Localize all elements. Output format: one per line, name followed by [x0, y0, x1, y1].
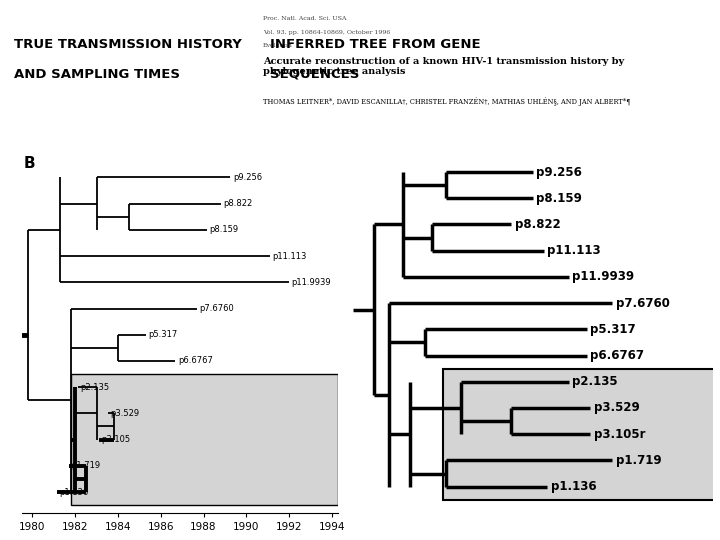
Text: INFERRED TREE FROM GENE: INFERRED TREE FROM GENE: [270, 38, 481, 51]
Text: p6.6767: p6.6767: [590, 349, 644, 362]
Text: p8.159: p8.159: [210, 225, 238, 234]
Text: p5.317: p5.317: [149, 330, 178, 339]
Text: p9.256: p9.256: [536, 166, 582, 179]
Text: p8.822: p8.822: [515, 218, 561, 231]
Text: Vol. 93, pp. 10864-10869, October 1996: Vol. 93, pp. 10864-10869, October 1996: [263, 30, 390, 35]
Text: p1.136: p1.136: [59, 488, 89, 496]
Bar: [71, 374, 338, 505]
Text: p3.105r: p3.105r: [594, 428, 646, 441]
Text: p1.136: p1.136: [551, 480, 596, 493]
Text: B: B: [24, 157, 35, 171]
Text: TRUE TRANSMISSION HISTORY: TRUE TRANSMISSION HISTORY: [14, 38, 242, 51]
Text: p3.529: p3.529: [110, 409, 140, 418]
Bar: [443, 369, 716, 500]
Text: Evolution: Evolution: [263, 43, 292, 48]
Text: p8.822: p8.822: [224, 199, 253, 208]
Text: p1.719: p1.719: [72, 461, 101, 470]
Text: p2.135: p2.135: [572, 375, 618, 388]
Text: p11.113: p11.113: [547, 244, 600, 257]
Text: Accurate reconstruction of a known HIV-1 transmission history by
phylogenetic tr: Accurate reconstruction of a known HIV-1…: [263, 57, 624, 76]
Text: p11.9939: p11.9939: [292, 278, 331, 287]
Text: p11.113: p11.113: [273, 252, 307, 261]
Text: p3.529: p3.529: [594, 401, 640, 415]
Text: p2.135: p2.135: [81, 383, 109, 391]
Text: p5.317: p5.317: [590, 323, 636, 336]
Text: p1.719: p1.719: [616, 454, 661, 467]
Text: p7.6760: p7.6760: [616, 296, 670, 309]
Text: p11.9939: p11.9939: [572, 271, 634, 284]
Text: AND SAMPLING TIMES: AND SAMPLING TIMES: [14, 68, 181, 80]
Text: p7.6760: p7.6760: [199, 304, 234, 313]
Text: p6.6767: p6.6767: [178, 356, 212, 366]
Text: p8.159: p8.159: [536, 192, 582, 205]
Text: SEQUENCES: SEQUENCES: [270, 68, 359, 80]
Text: Proc. Natl. Acad. Sci. USA: Proc. Natl. Acad. Sci. USA: [263, 16, 346, 21]
Text: p3.105: p3.105: [102, 435, 130, 444]
Text: p9.256: p9.256: [233, 173, 262, 182]
Text: THOMAS LEITNER*, DAVID ESCANILLA†, CHRISTEL FRANZÉN†, MATHIAS UHLÉN§, AND JAN AL: THOMAS LEITNER*, DAVID ESCANILLA†, CHRIS…: [263, 97, 630, 106]
